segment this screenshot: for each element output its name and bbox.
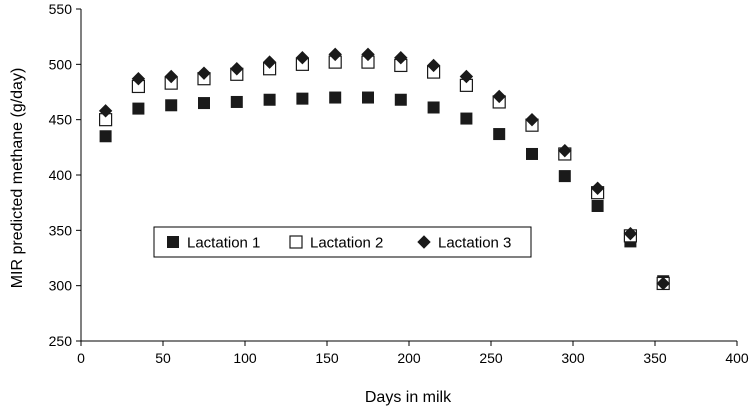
x-tick-label: 50 xyxy=(155,350,171,366)
y-tick-label: 300 xyxy=(49,278,73,294)
data-point xyxy=(361,47,375,62)
x-tick-label: 100 xyxy=(233,350,257,366)
axes xyxy=(80,9,737,342)
data-point xyxy=(132,102,145,115)
data-point xyxy=(164,69,178,84)
data-point xyxy=(492,89,506,104)
data-point xyxy=(656,276,670,291)
data-point xyxy=(460,112,473,125)
data-point xyxy=(296,92,309,105)
legend-marker xyxy=(417,235,431,249)
data-point xyxy=(263,93,276,106)
series-3 xyxy=(98,47,670,291)
y-ticks: 250 300 350 400 450 500 550 xyxy=(49,1,81,349)
data-point xyxy=(362,91,374,104)
x-tick-label: 0 xyxy=(77,350,85,366)
legend-entry: Lactation 3 xyxy=(417,235,511,252)
legend-label: Lactation 1 xyxy=(187,235,260,252)
x-tick-label: 200 xyxy=(397,350,421,366)
data-point xyxy=(394,93,407,106)
data-point xyxy=(427,101,440,114)
y-axis-title: MIR predicted methane (g/day) xyxy=(9,68,26,289)
x-tick-label: 300 xyxy=(561,350,585,366)
y-tick-label: 500 xyxy=(49,56,73,72)
data-point xyxy=(197,66,211,80)
legend-marker xyxy=(289,235,303,249)
data-point xyxy=(558,143,572,158)
legend: Lactation 1 Lactation 2 Lactation 3 xyxy=(153,226,532,258)
data-point xyxy=(558,170,571,183)
data-point xyxy=(262,55,277,69)
data-point xyxy=(590,181,605,195)
data-point xyxy=(295,50,310,65)
data-points xyxy=(98,47,670,291)
data-point xyxy=(230,62,244,76)
data-point xyxy=(165,99,178,112)
legend-entry: Lactation 2 xyxy=(289,235,383,252)
x-tick-label: 400 xyxy=(725,350,749,366)
x-tick-label: 150 xyxy=(315,350,339,366)
data-point xyxy=(230,95,243,108)
legend-label: Lactation 2 xyxy=(310,235,383,252)
series-1 xyxy=(99,91,670,288)
x-tick-label: 250 xyxy=(479,350,503,366)
legend-entry: Lactation 1 xyxy=(167,235,260,252)
x-axis-title: Days in milk xyxy=(365,389,452,406)
legend-marker xyxy=(167,236,179,248)
data-point xyxy=(526,147,538,160)
data-point xyxy=(131,72,146,86)
legend-label: Lactation 3 xyxy=(438,235,511,252)
data-point xyxy=(525,112,539,127)
data-point xyxy=(459,69,474,84)
data-point xyxy=(99,130,112,143)
legend-entries: Lactation 1 Lactation 2 Lactation 3 xyxy=(167,235,511,252)
y-tick-label: 250 xyxy=(49,333,73,349)
y-tick-label: 450 xyxy=(49,112,73,128)
legend-box xyxy=(153,226,532,258)
y-tick-label: 550 xyxy=(49,1,73,17)
data-point xyxy=(591,199,604,212)
data-point xyxy=(426,58,441,73)
x-tick-label: 350 xyxy=(643,350,667,366)
data-point xyxy=(198,97,210,110)
data-point xyxy=(98,104,113,118)
data-point xyxy=(329,91,342,104)
data-point xyxy=(328,47,342,62)
x-ticks: 0 50 100 150 200 250 300 350 400 xyxy=(77,341,749,366)
data-point xyxy=(623,226,638,241)
y-tick-label: 350 xyxy=(49,222,73,238)
data-point xyxy=(493,128,506,141)
data-point xyxy=(394,50,408,65)
y-tick-label: 400 xyxy=(49,167,73,183)
